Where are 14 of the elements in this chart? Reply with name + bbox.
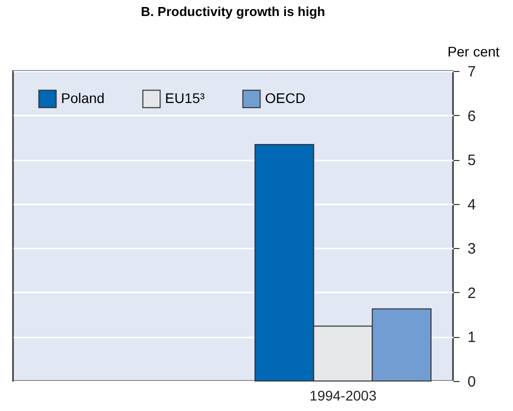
y-tick-label: 4: [468, 196, 476, 214]
chart-title: B. Productivity growth is high: [140, 4, 326, 19]
legend-label: OECD: [265, 90, 306, 106]
x-tick-label: 1994-2003: [310, 388, 377, 404]
y-tick-label: 5: [468, 152, 476, 170]
y-tick-label: 0: [468, 374, 476, 390]
y-tick-label: 3: [468, 240, 476, 258]
y-tick-label: 7: [468, 64, 476, 80]
y-tick-label: 1: [468, 329, 476, 346]
legend-label: EU15³: [165, 90, 206, 106]
y-axis-title: Per cent: [447, 44, 500, 60]
y-tick-label: 6: [468, 108, 476, 125]
y-tick-label: 2: [468, 284, 476, 302]
legend-label: Poland: [61, 90, 105, 106]
